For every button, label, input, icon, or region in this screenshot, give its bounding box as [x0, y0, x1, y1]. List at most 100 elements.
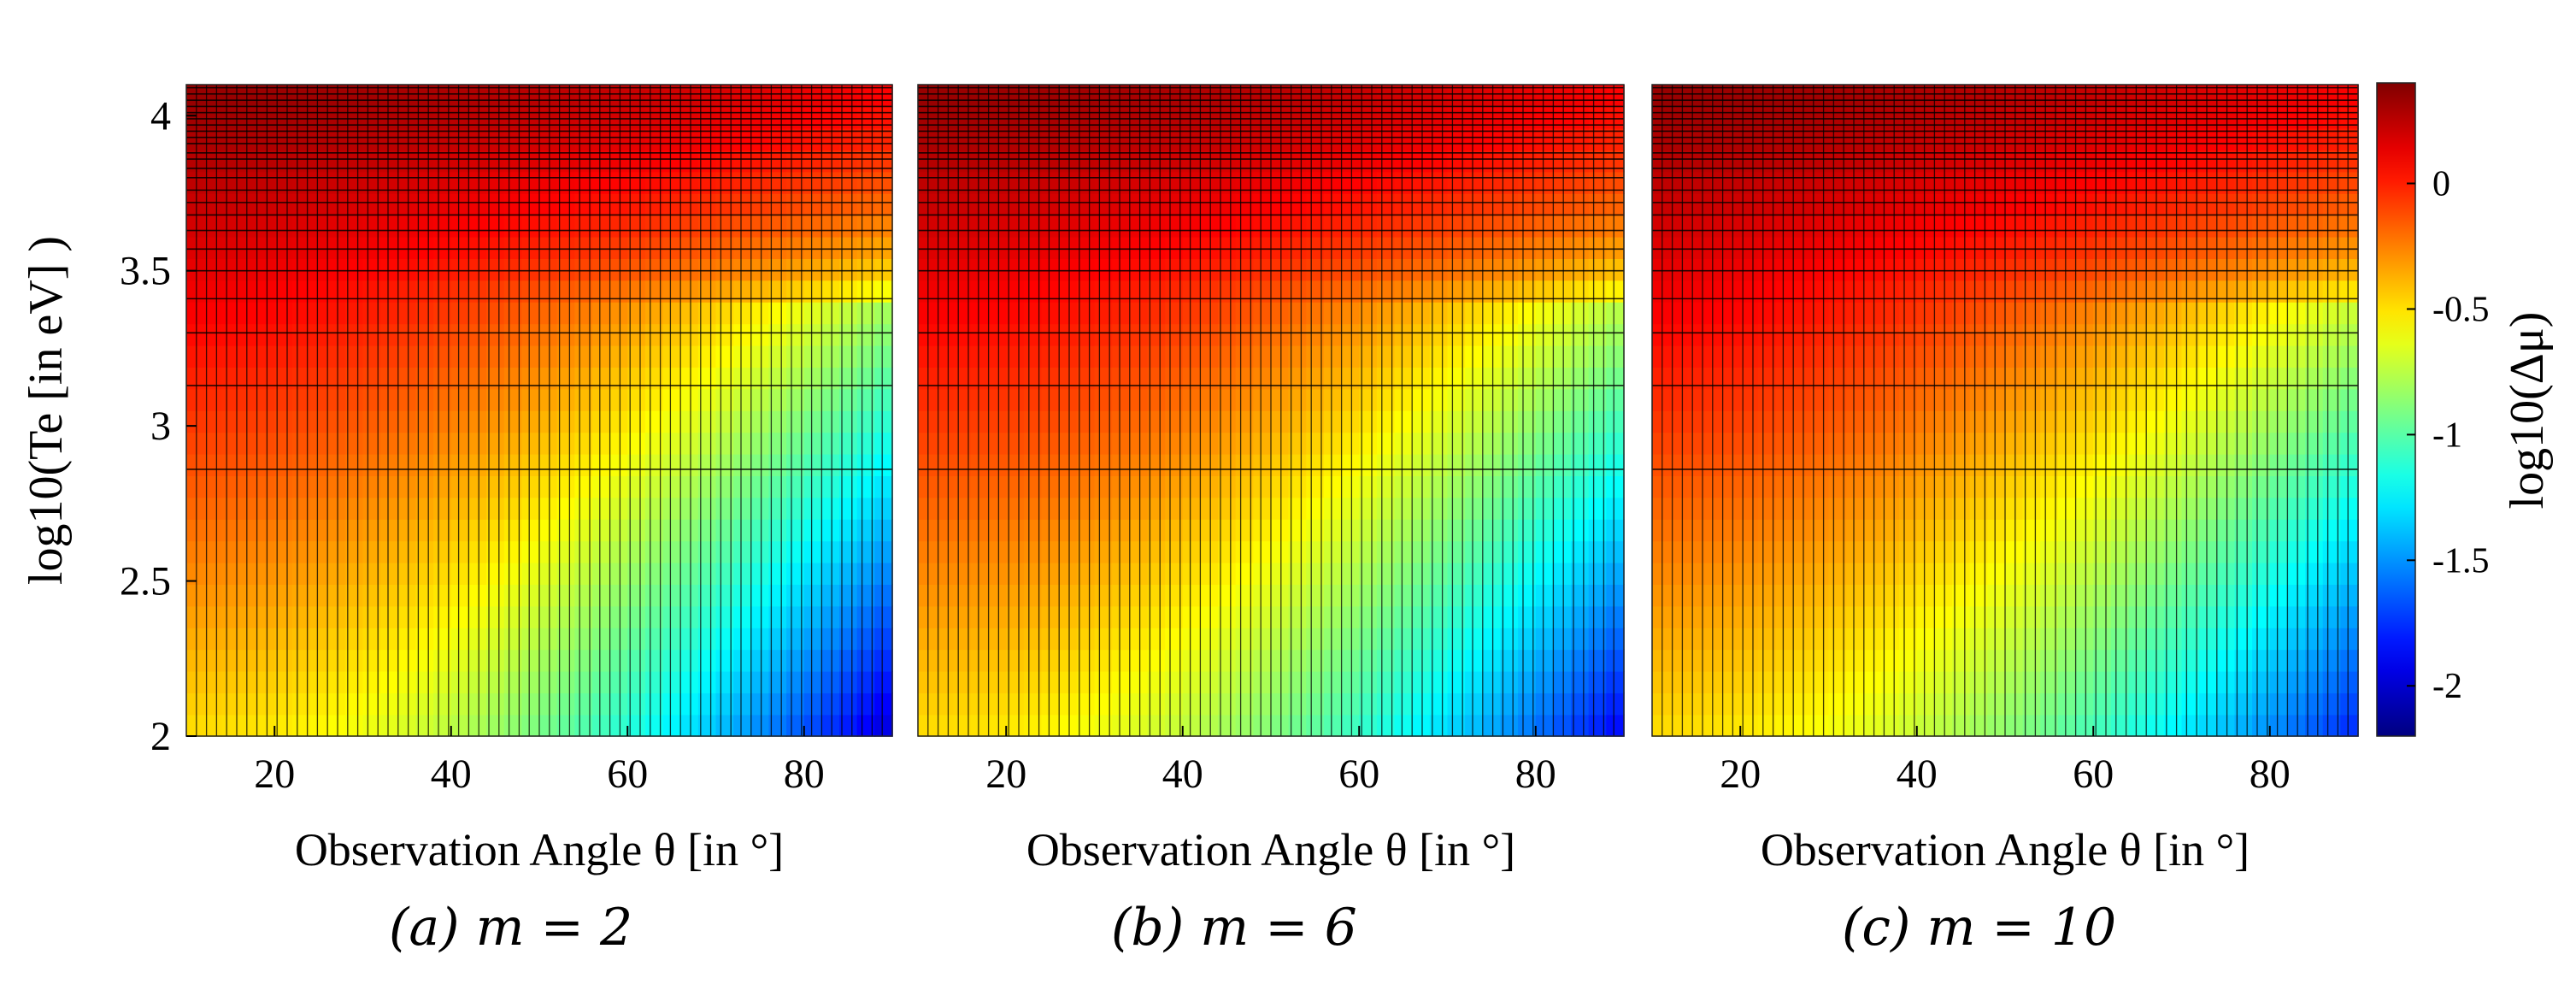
heatmap-cell [1271, 280, 1290, 303]
heatmap-cell [1006, 584, 1025, 607]
heatmap-cell [697, 670, 717, 693]
heatmap-cell [2199, 540, 2218, 563]
heatmap-cell [238, 367, 258, 390]
heatmap-cell [521, 670, 540, 693]
heatmap-cell [1412, 453, 1431, 476]
heatmap-cell [2287, 150, 2306, 173]
heatmap-cell [521, 85, 540, 108]
heatmap-cell [450, 497, 470, 520]
heatmap-cell [839, 432, 858, 455]
heatmap-cell [1253, 497, 1272, 520]
heatmap-cell [1606, 670, 1625, 693]
heatmap-cell [2305, 150, 2324, 173]
heatmap-cell [1934, 453, 1953, 476]
heatmap-cell [768, 670, 787, 693]
heatmap-cell [1129, 85, 1149, 108]
heatmap-cell [2340, 127, 2359, 150]
heatmap-cell [2093, 215, 2112, 238]
heatmap-cell [556, 562, 576, 585]
heatmap-cell [988, 193, 1008, 216]
heatmap-cell [1846, 628, 1865, 651]
heatmap-cell [2022, 258, 2042, 281]
heatmap-cell [2163, 497, 2183, 520]
heatmap-cell [1846, 453, 1865, 476]
heatmap-cell [2075, 85, 2095, 108]
heatmap-cell [1704, 280, 1724, 303]
heatmap-cell [309, 280, 328, 303]
heatmap-cell [1271, 540, 1290, 563]
heatmap-cell [1394, 127, 1413, 150]
heatmap-cell [203, 692, 223, 716]
heatmap-cell [1006, 345, 1025, 368]
heatmap-cell [2216, 302, 2236, 325]
heatmap-cell [627, 236, 646, 259]
heatmap-cell [486, 323, 505, 346]
heatmap-cell [2199, 193, 2218, 216]
heatmap-cell [1500, 193, 1519, 216]
heatmap-cell [238, 150, 258, 173]
heatmap-cell [2005, 215, 2024, 238]
heatmap-cell [2005, 410, 2024, 433]
heatmap-cell [1916, 497, 1936, 520]
heatmap-cell [1934, 280, 1953, 303]
heatmap-cell [415, 215, 434, 238]
heatmap-cell [1553, 193, 1572, 216]
heatmap-cell [1500, 258, 1519, 281]
heatmap-cell [1952, 670, 1971, 693]
heatmap-cell [1482, 127, 1502, 150]
heatmap-cell [1323, 605, 1343, 628]
heatmap-cell [1535, 670, 1555, 693]
heatmap-cell [1147, 367, 1166, 390]
heatmap-cell [415, 150, 434, 173]
heatmap-cell [203, 367, 223, 390]
heatmap-cell [1881, 519, 1900, 542]
heatmap-cell [2075, 540, 2095, 563]
heatmap-cell [803, 605, 823, 628]
heatmap-cell [1775, 410, 1794, 433]
heatmap-cell [2075, 150, 2095, 173]
heatmap-cell [415, 432, 434, 455]
heatmap-cell [486, 367, 505, 390]
heatmap-cell [1652, 475, 1671, 498]
heatmap-cell [1652, 562, 1671, 585]
heatmap-cell [2057, 323, 2077, 346]
heatmap-cell [1041, 584, 1060, 607]
heatmap-cell [839, 692, 858, 716]
heatmap-cell [1059, 605, 1078, 628]
heatmap-cell [1359, 692, 1378, 716]
heatmap-cell [521, 714, 540, 737]
heatmap-cell [1916, 302, 1936, 325]
heatmap-cell [256, 670, 276, 693]
heatmap-cell [450, 692, 470, 716]
heatmap-cell [1916, 367, 1936, 390]
heatmap-cell [1288, 692, 1308, 716]
heatmap-cell [556, 519, 576, 542]
heatmap-cell [839, 150, 858, 173]
heatmap-cell [2057, 367, 2077, 390]
x-tick-label: 60 [1338, 751, 1379, 797]
heatmap-cell [591, 302, 611, 325]
heatmap-cell [1500, 127, 1519, 150]
heatmap-cell [539, 323, 558, 346]
heatmap-cell [1863, 432, 1883, 455]
heatmap-cell [2305, 475, 2324, 498]
heatmap-cell [1041, 692, 1060, 716]
heatmap-cell [1041, 85, 1060, 108]
heatmap-cell [2234, 475, 2253, 498]
heatmap-cell [1129, 236, 1149, 259]
heatmap-cell [627, 670, 646, 693]
heatmap-cell [1482, 628, 1502, 651]
heatmap-cell [309, 519, 328, 542]
heatmap-cell [803, 85, 823, 108]
heatmap-cell [1775, 519, 1794, 542]
heatmap-cell [450, 323, 470, 346]
heatmap-cell [662, 649, 681, 672]
heatmap-cell [1218, 236, 1237, 259]
heatmap-cell [750, 432, 770, 455]
heatmap-cell [2269, 628, 2289, 651]
heatmap-cell [733, 584, 752, 607]
heatmap-cell [415, 258, 434, 281]
heatmap-cell [344, 497, 364, 520]
heatmap-cell [1740, 323, 1759, 346]
heatmap-cell [1775, 345, 1794, 368]
